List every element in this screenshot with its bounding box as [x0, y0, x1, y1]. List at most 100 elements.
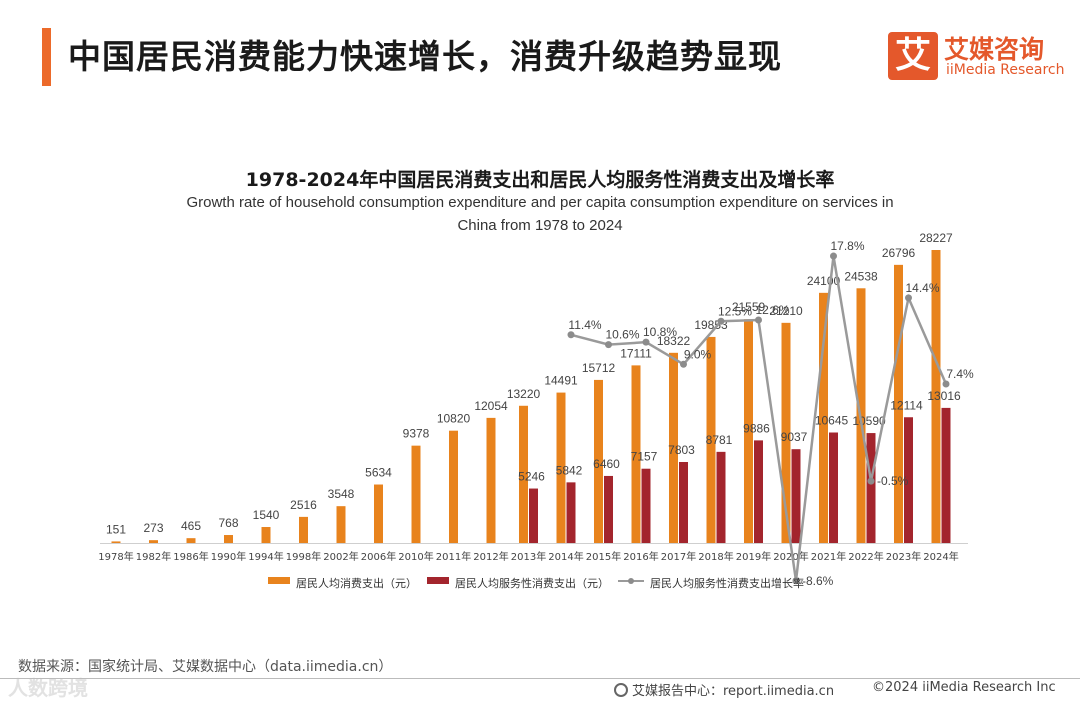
bar-service	[754, 440, 763, 543]
growth-point	[642, 338, 650, 346]
bar-total	[894, 264, 903, 543]
bar-service	[529, 488, 538, 543]
x-tick-label: 2022年	[848, 550, 883, 563]
growth-point	[792, 577, 800, 585]
data-label-total: 3548	[328, 487, 355, 501]
bar-total	[519, 405, 528, 543]
data-label-total: 151	[106, 522, 126, 536]
title-accent-bar	[42, 28, 51, 86]
bar-total	[411, 445, 421, 543]
data-label-total: 13220	[507, 387, 541, 401]
x-tick-label: 2021年	[811, 550, 846, 563]
growth-point	[717, 317, 725, 325]
legend-marker-growth	[628, 578, 634, 584]
x-tick-label: 2010年	[398, 550, 433, 563]
logo-mark: 艾	[888, 32, 938, 80]
data-label-total: 2516	[290, 498, 317, 512]
bar-total	[336, 506, 346, 543]
x-tick-label: 2014年	[548, 550, 583, 563]
data-label-service: 10645	[815, 414, 849, 428]
data-label-total: 21210	[769, 304, 803, 318]
footer-report-text: 艾媒报告中心：report.iimedia.cn	[632, 684, 835, 699]
footer-report-center: 艾媒报告中心：report.iimedia.cn	[614, 680, 834, 699]
data-label-service: 7157	[631, 450, 658, 464]
data-label-total: 26796	[882, 246, 916, 260]
bar-total	[186, 538, 196, 543]
bar-total	[819, 292, 828, 543]
data-label-total: 28227	[919, 231, 953, 245]
bar-total	[631, 365, 641, 543]
bar-total	[744, 319, 753, 543]
x-tick-label: 2012年	[473, 550, 508, 563]
x-tick-label: 1990年	[211, 550, 246, 563]
globe-icon	[614, 683, 628, 697]
growth-label: 9.0%	[684, 347, 712, 361]
footer-divider	[0, 678, 1080, 679]
bar-total	[781, 322, 791, 543]
bar-total	[706, 336, 716, 543]
bar-total	[111, 541, 121, 543]
data-label-service: 5842	[556, 463, 583, 477]
x-tick-label: 2015年	[586, 550, 621, 563]
data-label-total: 10820	[437, 412, 471, 426]
iimedia-logo: 艾 艾媒咨询 iiMedia Research	[888, 30, 1068, 82]
data-label-total: 24100	[807, 274, 841, 288]
growth-point	[755, 316, 762, 324]
data-label-total: 768	[218, 516, 238, 530]
bar-service	[641, 468, 651, 543]
legend-label-total: 居民人均消费支出（元）	[296, 576, 417, 590]
growth-label: 7.4%	[946, 367, 974, 381]
x-tick-label: 1982年	[136, 550, 171, 563]
footer-copyright: ©2024 iiMedia Research Inc	[872, 680, 1056, 695]
bar-service	[904, 417, 913, 543]
x-tick-label: 2002年	[323, 550, 358, 563]
growth-label: 10.6%	[605, 328, 639, 342]
data-label-service: 5246	[518, 470, 545, 484]
data-label-service: 6460	[593, 457, 620, 471]
bar-service	[829, 432, 838, 543]
x-tick-label: 1978年	[98, 550, 133, 563]
bar-service	[679, 462, 688, 543]
growth-point	[942, 380, 950, 388]
data-label-service: 10590	[852, 414, 886, 428]
growth-point	[680, 360, 687, 368]
data-label-total: 9378	[403, 427, 430, 441]
bar-total	[224, 535, 233, 543]
growth-label: 17.8%	[830, 239, 864, 253]
x-tick-label: 2011年	[436, 550, 471, 563]
bar-total	[556, 392, 566, 543]
x-tick-label: 2013年	[511, 550, 546, 563]
chart-subtitle: Growth rate of household consumption exp…	[186, 194, 894, 234]
bar-service	[866, 433, 876, 543]
data-label-service: 7803	[668, 443, 695, 457]
x-tick-label: 2019年	[736, 550, 771, 563]
bar-total	[261, 527, 271, 543]
data-label-service: 9886	[743, 421, 770, 435]
bar-total	[669, 352, 678, 543]
bar-total	[931, 250, 941, 543]
growth-point	[567, 331, 575, 339]
data-label-service: 12114	[890, 398, 923, 412]
bar-service	[716, 451, 726, 543]
x-tick-label: 1994年	[248, 550, 283, 563]
growth-label: 12.6%	[755, 303, 789, 317]
logo-chinese-name: 艾媒咨询	[944, 35, 1045, 64]
growth-label: 11.4%	[568, 318, 601, 332]
growth-label: -8.6%	[802, 574, 834, 588]
x-tick-label: 1998年	[286, 550, 321, 563]
bar-service	[791, 449, 801, 543]
data-label-total: 21559	[732, 300, 766, 314]
growth-label: 12.5%	[718, 304, 752, 318]
bar-total	[594, 379, 603, 543]
x-tick-label: 2023年	[886, 550, 921, 563]
legend-label-growth: 居民人均服务性消费支出增长率	[650, 576, 804, 590]
data-label-total: 14491	[544, 374, 578, 388]
watermark: 人数跨境	[8, 676, 88, 700]
legend-swatch-total	[268, 577, 290, 584]
data-label-service: 13016	[927, 389, 961, 403]
bar-total	[299, 516, 308, 543]
data-label-total: 12054	[474, 399, 508, 413]
growth-label: -0.5%	[877, 474, 909, 488]
bar-total	[486, 417, 496, 543]
growth-point	[905, 294, 912, 302]
